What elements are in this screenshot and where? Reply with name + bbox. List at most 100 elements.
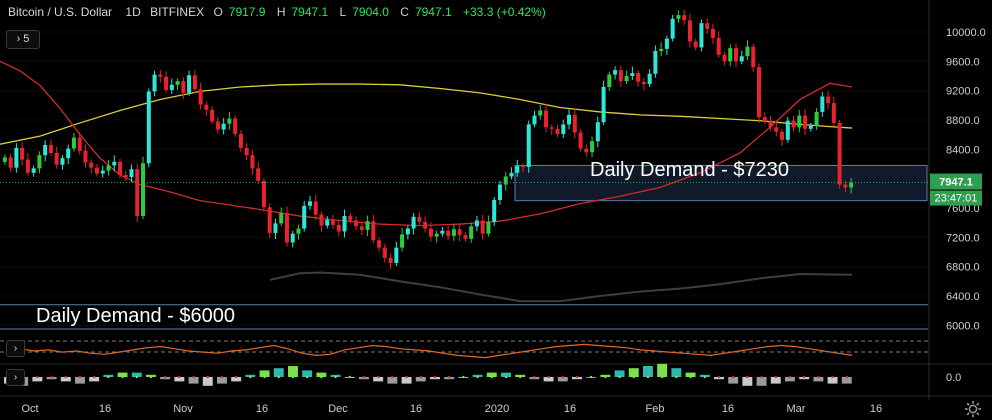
histogram-bar bbox=[273, 368, 284, 377]
candle-body bbox=[630, 73, 635, 76]
candle-body bbox=[89, 162, 94, 168]
histogram-bar bbox=[813, 377, 824, 382]
candle-body bbox=[791, 120, 796, 128]
y-tick-label: 7600.0 bbox=[946, 203, 980, 215]
y-tick-label: 9200.0 bbox=[946, 86, 980, 98]
x-tick-label: Feb bbox=[646, 403, 665, 415]
histogram-bar bbox=[60, 377, 71, 382]
histogram-bar bbox=[657, 363, 668, 377]
candle-body bbox=[48, 144, 53, 153]
histogram-bar bbox=[543, 377, 554, 382]
signal-dot bbox=[78, 375, 82, 379]
signal-dot bbox=[362, 375, 366, 379]
candle-body bbox=[682, 15, 687, 21]
candle-body bbox=[515, 166, 520, 173]
signal-dot bbox=[419, 375, 422, 379]
timeframe[interactable]: 1D bbox=[125, 5, 141, 19]
signal-dot bbox=[589, 375, 593, 379]
zone-label-7230: Daily Demand - $7230 bbox=[590, 159, 789, 181]
signal-dot bbox=[646, 375, 650, 379]
y-tick-label: 6000.0 bbox=[946, 320, 980, 332]
candle-body bbox=[492, 199, 497, 222]
candle-body bbox=[175, 81, 180, 85]
histogram-bar bbox=[302, 370, 313, 377]
candle-body bbox=[325, 219, 330, 226]
signal-dot bbox=[433, 375, 437, 379]
open-label: O bbox=[213, 5, 223, 19]
candle-body bbox=[843, 184, 848, 188]
candle-body bbox=[146, 91, 151, 164]
y-tick-label: 7200.0 bbox=[946, 232, 980, 244]
signal-dot bbox=[135, 375, 138, 379]
candle-body bbox=[244, 147, 249, 156]
candle-body bbox=[659, 48, 664, 52]
candle-body bbox=[187, 75, 192, 93]
signal-dot bbox=[547, 375, 550, 379]
gear-icon[interactable] bbox=[964, 400, 982, 418]
candle-body bbox=[808, 125, 813, 129]
oscillator-pane bbox=[0, 340, 992, 365]
signal-dot bbox=[249, 375, 252, 379]
candle-body bbox=[578, 132, 583, 149]
candle-body bbox=[210, 109, 215, 122]
candle-body bbox=[567, 114, 572, 125]
signal-dot bbox=[291, 375, 295, 379]
candle-body bbox=[538, 110, 543, 116]
candle-body bbox=[417, 216, 422, 222]
histogram-bar bbox=[728, 377, 739, 384]
signal-dot bbox=[632, 375, 635, 379]
candle-body bbox=[446, 230, 451, 236]
candle-body bbox=[192, 75, 197, 90]
close-value: 7947.1 bbox=[414, 5, 452, 19]
histogram-bar bbox=[174, 377, 185, 382]
indicator-list-toggle[interactable]: › 5 bbox=[6, 30, 40, 49]
candle-body bbox=[100, 170, 105, 174]
symbol-name[interactable]: Bitcoin / U.S. Dollar bbox=[8, 5, 113, 19]
histogram-collapse-toggle[interactable]: › bbox=[6, 369, 25, 386]
countdown-text: 23:47:01 bbox=[935, 193, 978, 205]
candle-body bbox=[94, 167, 100, 174]
candle-body bbox=[624, 76, 629, 82]
x-tick-label: Mar bbox=[787, 403, 806, 415]
candle-body bbox=[411, 216, 416, 229]
candle-body bbox=[751, 46, 756, 68]
candle-body bbox=[8, 157, 13, 168]
candle-body bbox=[590, 141, 595, 153]
histogram-bar bbox=[75, 377, 85, 384]
candle-body bbox=[728, 48, 733, 62]
candle-body bbox=[601, 87, 606, 123]
signal-dot bbox=[788, 375, 792, 379]
candle-body bbox=[336, 224, 341, 232]
candle-body bbox=[520, 166, 526, 168]
candle-body bbox=[256, 168, 261, 181]
x-tick-label: 16 bbox=[410, 403, 422, 415]
candle-body bbox=[595, 122, 600, 142]
candle-body bbox=[803, 115, 808, 129]
candle-body bbox=[699, 23, 704, 48]
histogram-bar bbox=[387, 377, 398, 384]
candle-body bbox=[284, 213, 289, 243]
candle-body bbox=[112, 161, 117, 166]
signal-dot bbox=[348, 375, 351, 379]
candle-body bbox=[313, 201, 318, 215]
candle-body bbox=[129, 169, 134, 178]
low-label: L bbox=[339, 5, 347, 19]
signal-dot bbox=[476, 375, 479, 379]
open-value: 7917.9 bbox=[228, 5, 266, 19]
histogram-bar bbox=[217, 377, 227, 384]
candle-body bbox=[261, 180, 266, 208]
candle-body bbox=[618, 70, 623, 82]
oscillator-collapse-toggle[interactable]: › bbox=[6, 340, 25, 357]
candle-body bbox=[227, 118, 232, 124]
histogram-bar bbox=[785, 377, 795, 382]
histogram-bar bbox=[32, 377, 43, 382]
histogram-bar bbox=[415, 377, 426, 382]
signal-dot bbox=[405, 375, 408, 379]
signal-dot bbox=[163, 375, 167, 379]
candle-body bbox=[814, 111, 819, 126]
signal-dot bbox=[618, 375, 621, 379]
candle-body bbox=[497, 184, 502, 200]
countdown-badge bbox=[930, 190, 982, 206]
signal-dot bbox=[760, 375, 763, 379]
